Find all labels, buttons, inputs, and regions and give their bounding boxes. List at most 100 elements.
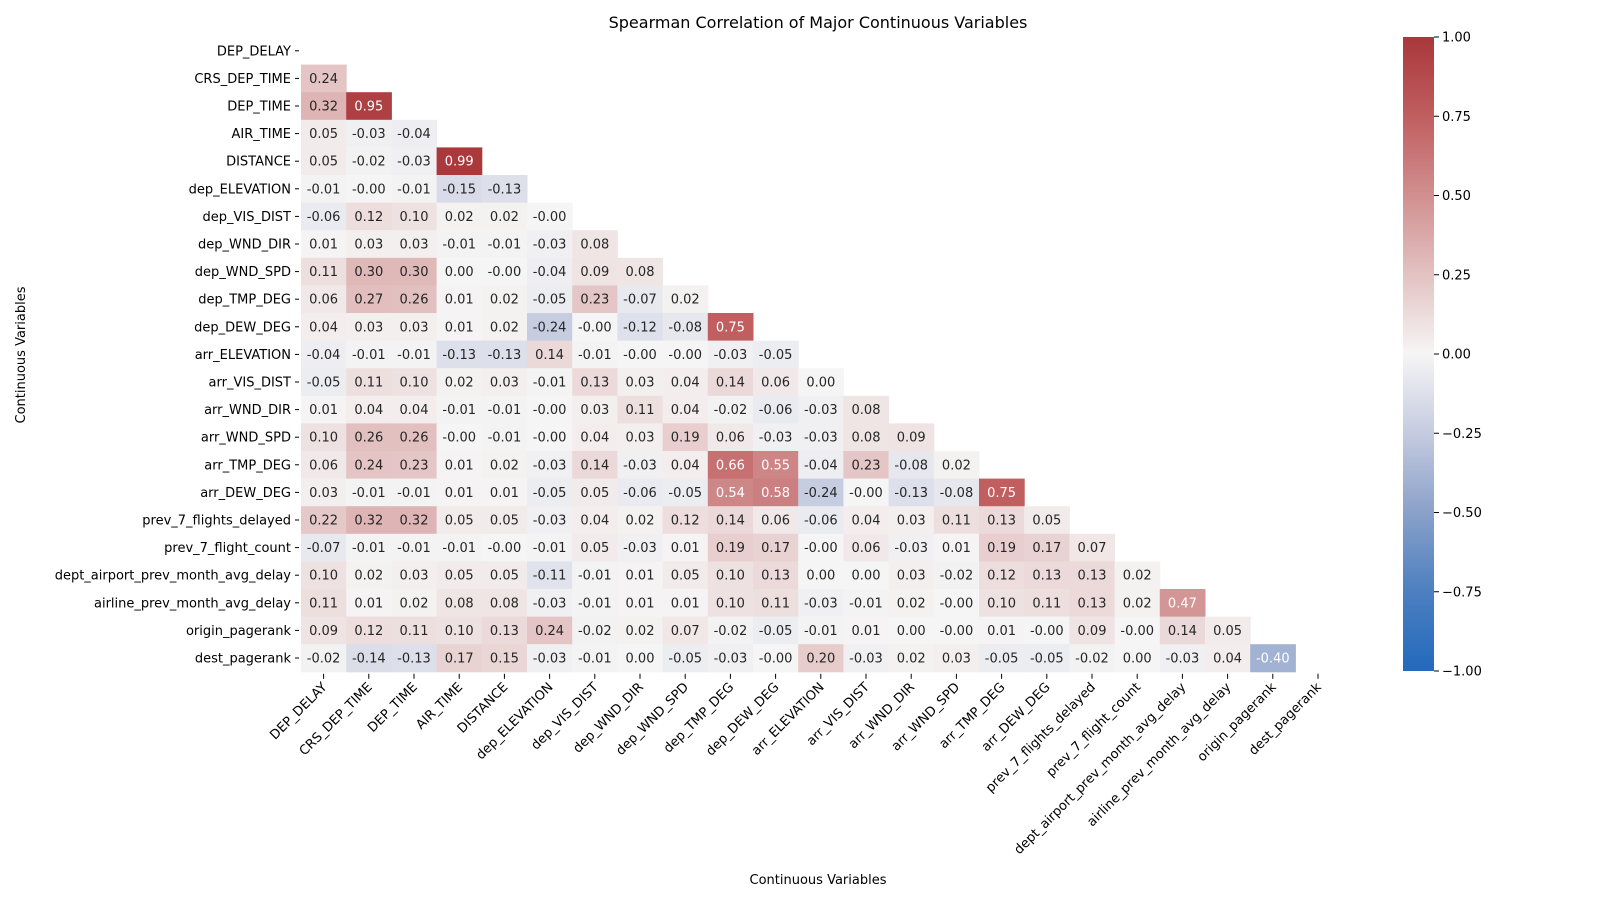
cell-value-label: -0.24	[804, 486, 838, 501]
heatmap-cell	[346, 257, 392, 286]
cell-value-label: -0.01	[442, 238, 476, 253]
heatmap-cell	[753, 616, 799, 645]
heatmap-cell	[436, 478, 483, 507]
heatmap-cell	[572, 257, 618, 286]
cell-value-label: 0.04	[671, 403, 700, 418]
cell-value-label: 0.04	[671, 376, 700, 391]
heatmap-cell	[346, 368, 392, 397]
heatmap-cell	[301, 175, 347, 204]
heatmap-cell	[798, 589, 844, 618]
cell-value-label: 0.04	[354, 403, 383, 418]
cell-value-label: -0.05	[985, 652, 1019, 667]
heatmap-cell	[753, 533, 799, 562]
heatmap-cell	[527, 340, 573, 369]
cell-value-label: 0.13	[490, 624, 519, 639]
heatmap-cell	[436, 175, 483, 204]
heatmap-cell	[572, 285, 618, 314]
heatmap-cell	[301, 451, 347, 480]
heatmap-cell	[843, 423, 890, 452]
cell-value-label: -0.03	[533, 596, 567, 611]
heatmap-cell	[662, 451, 709, 480]
cell-value-label: 0.02	[490, 320, 519, 335]
colorbar-tick-label: −0.25	[1442, 427, 1482, 442]
heatmap-cell	[1205, 616, 1251, 645]
heatmap-cell	[346, 589, 392, 618]
heatmap-cell	[301, 202, 347, 231]
cell-value-label: -0.01	[488, 238, 522, 253]
heatmap-cell	[346, 175, 392, 204]
heatmap-cell	[391, 506, 438, 535]
heatmap-cell	[707, 616, 754, 645]
cell-value-label: -0.03	[714, 652, 748, 667]
cell-value-label: 0.00	[445, 265, 474, 280]
heatmap-cell	[979, 533, 1025, 562]
heatmap-cell	[391, 451, 438, 480]
heatmap-cell	[481, 423, 528, 452]
heatmap-cell	[1024, 533, 1070, 562]
heatmap-cell	[753, 478, 799, 507]
heatmap-cell	[572, 313, 618, 342]
cell-value-label: -0.11	[533, 569, 567, 584]
heatmap-cell	[753, 395, 799, 424]
cell-value-label: -0.24	[533, 320, 567, 335]
heatmap-cell	[707, 395, 754, 424]
cell-value-label: 0.01	[671, 541, 700, 556]
cell-value-label: 0.01	[445, 293, 474, 308]
heatmap-cell	[933, 644, 980, 673]
heatmap-cell	[346, 395, 392, 424]
heatmap-cell	[617, 285, 664, 314]
heatmap-cell	[753, 589, 799, 618]
heatmap-cell	[301, 285, 347, 314]
heatmap-cell	[979, 644, 1025, 673]
heatmap-cell	[436, 257, 483, 286]
cell-value-label: 0.05	[309, 127, 338, 142]
heatmap-cell	[572, 423, 618, 452]
cell-value-label: -0.01	[352, 348, 386, 363]
heatmap-cell	[933, 478, 980, 507]
heatmap-cell	[436, 451, 483, 480]
heatmap-cell	[481, 368, 528, 397]
colorbar-tick-label: 0.75	[1442, 110, 1471, 125]
heatmap-cell	[391, 395, 438, 424]
y-tick-label: arr_WND_SPD	[201, 431, 291, 446]
cell-value-label: -0.00	[442, 431, 476, 446]
heatmap-cell	[301, 147, 347, 176]
cell-value-label: 0.03	[400, 238, 429, 253]
cell-value-label: -0.03	[849, 652, 883, 667]
cell-value-label: 0.06	[716, 431, 745, 446]
heatmap-cell	[1024, 561, 1070, 590]
heatmap-cell	[753, 340, 799, 369]
cell-value-label: 0.02	[626, 514, 655, 529]
heatmap-cell	[346, 340, 392, 369]
cell-value-label: 0.04	[671, 458, 700, 473]
cell-value-label: 0.26	[354, 431, 383, 446]
heatmap-cell	[1069, 533, 1116, 562]
heatmap-cell	[1069, 589, 1116, 618]
cell-value-label: 0.11	[400, 624, 429, 639]
heatmap-cell	[301, 92, 347, 121]
y-tick-label: dep_WND_DIR	[198, 238, 291, 253]
cell-value-label: 0.00	[626, 652, 655, 667]
cell-value-label: -0.05	[533, 486, 567, 501]
cell-value-label: -0.00	[623, 348, 657, 363]
cell-value-label: 0.55	[761, 458, 790, 473]
heatmap-cell	[617, 257, 664, 286]
heatmap-cell	[662, 616, 709, 645]
cell-value-label: -0.02	[352, 155, 386, 170]
heatmap-cell	[481, 202, 528, 231]
cell-value-label: 0.13	[580, 376, 609, 391]
cell-value-label: -0.14	[352, 652, 386, 667]
heatmap-cell	[436, 395, 483, 424]
heatmap-cells: 0.24 0.32 0.95 0.05 -0.03 -0.04 0.05 -0.02 -0.03…	[301, 64, 1296, 673]
heatmap-cell	[1114, 561, 1161, 590]
heatmap-cell	[753, 506, 799, 535]
cell-value-label: -0.05	[668, 652, 702, 667]
cell-value-label: 0.09	[309, 624, 338, 639]
heatmap-cell	[301, 119, 347, 148]
heatmap-cell	[527, 395, 573, 424]
cell-value-label: -0.00	[940, 624, 974, 639]
heatmap-cell	[391, 313, 438, 342]
cell-value-label: -0.02	[714, 624, 748, 639]
heatmap-cell	[391, 202, 438, 231]
cell-value-label: 0.23	[580, 293, 609, 308]
